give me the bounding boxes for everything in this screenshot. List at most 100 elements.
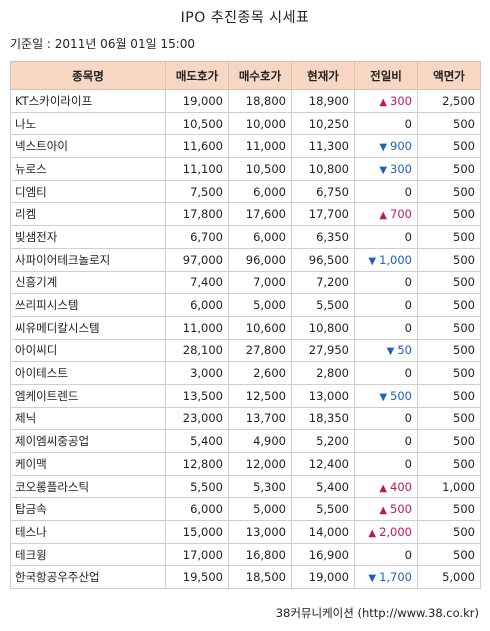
column-header-price: 현재가 — [291, 61, 355, 90]
change-cell: 0 — [354, 270, 418, 295]
triangle-down-icon: ▼ — [386, 346, 395, 358]
stock-name-cell: 넥스트아이 — [10, 134, 166, 159]
table-row: 사파이어테크놀로지 97,000 96,000 96,500 ▼ 1,000 500 — [10, 247, 481, 272]
ask-price-cell: 6,000 — [165, 293, 229, 317]
change-value: 0 — [404, 434, 412, 449]
ask-price-cell: 7,500 — [165, 179, 229, 204]
source-credit: 38커뮤니케이션 (http://www.38.co.kr) — [275, 606, 479, 620]
stock-name-cell: 사파이어테크놀로지 — [10, 247, 166, 272]
bid-price-cell: 27,800 — [228, 338, 292, 363]
ask-price-cell: 5,400 — [165, 429, 229, 453]
table-row: 아이씨디 28,100 27,800 27,950 ▼ 50 500 — [10, 338, 481, 363]
table-row: 디엠티 7,500 6,000 6,750 0 500 — [10, 179, 481, 204]
current-price-cell: 5,500 — [291, 293, 355, 317]
current-price-cell: 17,700 — [291, 202, 355, 227]
change-value: 0 — [404, 411, 412, 426]
bid-price-cell: 13,000 — [228, 520, 292, 544]
par-value-cell: 500 — [417, 225, 481, 249]
current-price-cell: 12,400 — [291, 452, 355, 476]
table-row: 빛샘전자 6,700 6,000 6,350 0 500 — [10, 225, 481, 249]
table-row: 코오롱플라스틱 5,500 5,300 5,400 ▲ 400 1,000 — [10, 474, 481, 499]
change-value: 0 — [404, 547, 412, 562]
current-price-cell: 96,500 — [291, 247, 355, 272]
ask-price-cell: 3,000 — [165, 361, 229, 385]
table-row: 제이엠씨중공업 5,400 4,900 5,200 0 500 — [10, 429, 481, 453]
par-value-cell: 500 — [417, 111, 481, 136]
table-row: 케이맥 12,800 12,000 12,400 0 500 — [10, 452, 481, 476]
par-value-cell: 500 — [417, 157, 481, 181]
stock-name-cell: 제이엠씨중공업 — [10, 429, 166, 453]
stock-name-cell: 나노 — [10, 111, 166, 136]
change-cell: 0 — [354, 361, 418, 385]
table-row: 탑금속 6,000 5,000 5,500 ▲ 500 500 — [10, 497, 481, 522]
par-value-cell: 500 — [417, 497, 481, 522]
change-value: 0 — [404, 184, 412, 199]
par-value-cell: 500 — [417, 134, 481, 159]
table-row: 테크윙 17,000 16,800 16,900 0 500 — [10, 542, 481, 567]
current-price-cell: 6,750 — [291, 179, 355, 204]
table-row: KT스카이라이프 19,000 18,800 18,900 ▲ 300 2,500 — [10, 89, 481, 113]
stock-name-cell: 코오롱플라스틱 — [10, 474, 166, 499]
change-cell: ▼ 500 — [354, 383, 418, 408]
column-header-change: 전일비 — [354, 61, 418, 90]
par-value-cell: 500 — [417, 293, 481, 317]
change-value: 500 — [390, 502, 412, 517]
current-price-cell: 10,800 — [291, 315, 355, 340]
bid-price-cell: 6,000 — [228, 179, 292, 204]
triangle-down-icon: ▼ — [368, 573, 377, 585]
par-value-cell: 500 — [417, 338, 481, 363]
current-price-cell: 27,950 — [291, 338, 355, 363]
change-cell: ▼ 1,700 — [354, 565, 418, 590]
current-price-cell: 6,350 — [291, 225, 355, 249]
change-value: 700 — [390, 207, 412, 222]
column-header-ask: 매도호가 — [165, 61, 229, 90]
bid-price-cell: 6,000 — [228, 225, 292, 249]
par-value-cell: 500 — [417, 202, 481, 227]
change-value: 1,000 — [379, 252, 412, 267]
change-value: 50 — [397, 343, 412, 358]
change-value: 2,000 — [379, 524, 412, 539]
bid-price-cell: 96,000 — [228, 247, 292, 272]
table-header-row: 종목명 매도호가 매수호가 현재가 전일비 액면가 — [10, 61, 481, 90]
change-value: 0 — [404, 116, 412, 131]
par-value-cell: 5,000 — [417, 565, 481, 590]
current-price-cell: 18,350 — [291, 406, 355, 431]
table-body: KT스카이라이프 19,000 18,800 18,900 ▲ 300 2,500 나노 10,… — [10, 89, 481, 590]
change-value: 300 — [390, 93, 412, 108]
current-price-cell: 10,800 — [291, 157, 355, 181]
par-value-cell: 1,000 — [417, 474, 481, 499]
bid-price-cell: 18,500 — [228, 565, 292, 590]
bid-price-cell: 18,800 — [228, 89, 292, 113]
bid-price-cell: 10,600 — [228, 315, 292, 340]
bid-price-cell: 5,000 — [228, 497, 292, 522]
change-value: 0 — [404, 456, 412, 471]
column-header-bid: 매수호가 — [228, 61, 292, 90]
change-cell: 0 — [354, 225, 418, 249]
ask-price-cell: 15,000 — [165, 520, 229, 544]
par-value-cell: 500 — [417, 452, 481, 476]
change-value: 0 — [404, 229, 412, 244]
par-value-cell: 500 — [417, 383, 481, 408]
change-value: 0 — [404, 366, 412, 381]
change-value: 400 — [390, 479, 412, 494]
bid-price-cell: 2,600 — [228, 361, 292, 385]
stock-name-cell: 아이테스트 — [10, 361, 166, 385]
table-row: 제닉 23,000 13,700 18,350 0 500 — [10, 406, 481, 431]
base-date-label: 기준일 : 2011년 06월 01일 15:00 — [10, 37, 196, 51]
par-value-cell: 500 — [417, 429, 481, 453]
triangle-up-icon: ▲ — [379, 210, 388, 222]
stock-name-cell: 씨유메디칼시스템 — [10, 315, 166, 340]
table-row: 나노 10,500 10,000 10,250 0 500 — [10, 111, 481, 136]
stock-name-cell: 쓰리피시스템 — [10, 293, 166, 317]
bid-price-cell: 7,000 — [228, 270, 292, 295]
current-price-cell: 7,200 — [291, 270, 355, 295]
table-row: 쓰리피시스템 6,000 5,000 5,500 0 500 — [10, 293, 481, 317]
bid-price-cell: 4,900 — [228, 429, 292, 453]
change-cell: 0 — [354, 111, 418, 136]
par-value-cell: 2,500 — [417, 89, 481, 113]
ask-price-cell: 13,500 — [165, 383, 229, 408]
par-value-cell: 500 — [417, 315, 481, 340]
ask-price-cell: 12,800 — [165, 452, 229, 476]
stock-name-cell: 빛샘전자 — [10, 225, 166, 249]
current-price-cell: 11,300 — [291, 134, 355, 159]
